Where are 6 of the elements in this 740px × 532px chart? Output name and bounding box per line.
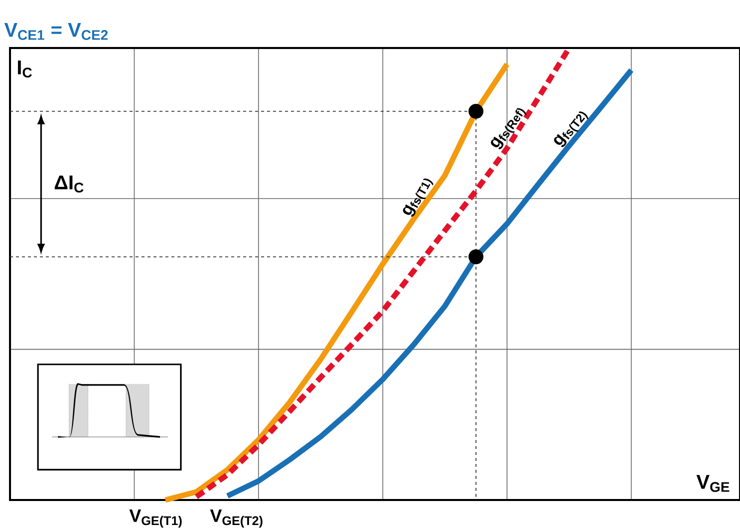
text: V$_{GE(T2)}$	[210, 510, 262, 528]
text: V$_{GE(T1)}$	[129, 510, 182, 528]
y-axis-title: I$_{C}$	[18, 60, 32, 78]
annotation: ΔI$_{C}$	[54, 176, 84, 193]
chart-title: V$_{CE1}$ = V$_{CE2}$	[4, 23, 108, 40]
x-axis-title: V$_{GE}$	[696, 475, 730, 492]
